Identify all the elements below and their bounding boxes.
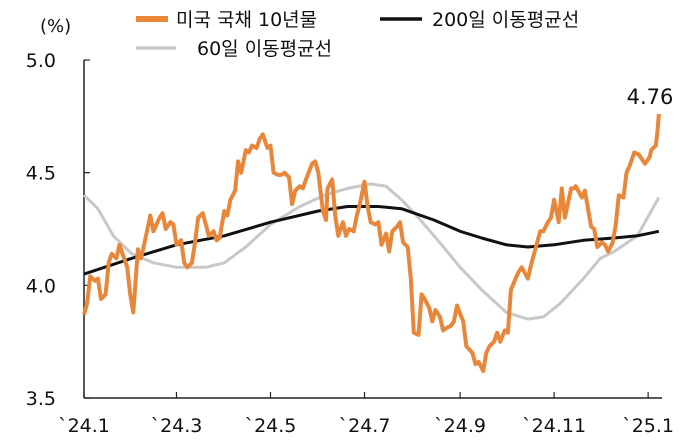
y-axis-ticks: 5.0 4.5 4.0 3.5 [26,50,90,410]
y-tick-label: 5.0 [26,50,56,72]
legend-label-10y: 미국 국채 10년물 [176,9,317,31]
y-tick-label: 4.0 [26,275,56,297]
last-value-label: 4.76 [627,85,674,109]
legend: 미국 국채 10년물 200일 이동평균선 60일 이동평균선 [136,9,579,60]
legend-label-200d: 200일 이동평균선 [432,9,579,31]
x-tick-label: `24.3 [151,415,203,437]
x-tick-label: `24.5 [245,415,297,437]
x-tick-label: `24.7 [339,415,391,437]
legend-item-10y: 미국 국채 10년물 [136,9,317,31]
series-line-200d-moving-average [83,205,660,276]
legend-item-200d: 200일 이동평균선 [380,9,579,31]
y-tick-label: 4.5 [26,163,56,185]
series-line-us-treasury-10y [82,113,661,373]
x-tick-label: `25.1 [622,415,674,437]
series-layer [82,113,661,373]
x-tick-label: `24.1 [58,415,110,437]
x-tick-label: `24.11 [522,415,586,437]
y-axis-unit: (%) [40,16,71,37]
legend-label-60d: 60일 이동평균선 [197,38,332,60]
y-tick-label: 3.5 [26,388,56,410]
x-axis-ticks: `24.1 `24.3 `24.5 `24.7 `24.9 `24.11 `25.1 [58,392,674,437]
x-tick-label: `24.9 [434,415,486,437]
legend-item-60d: 60일 이동평균선 [136,38,332,60]
series-line-60d-moving-average [82,182,661,321]
